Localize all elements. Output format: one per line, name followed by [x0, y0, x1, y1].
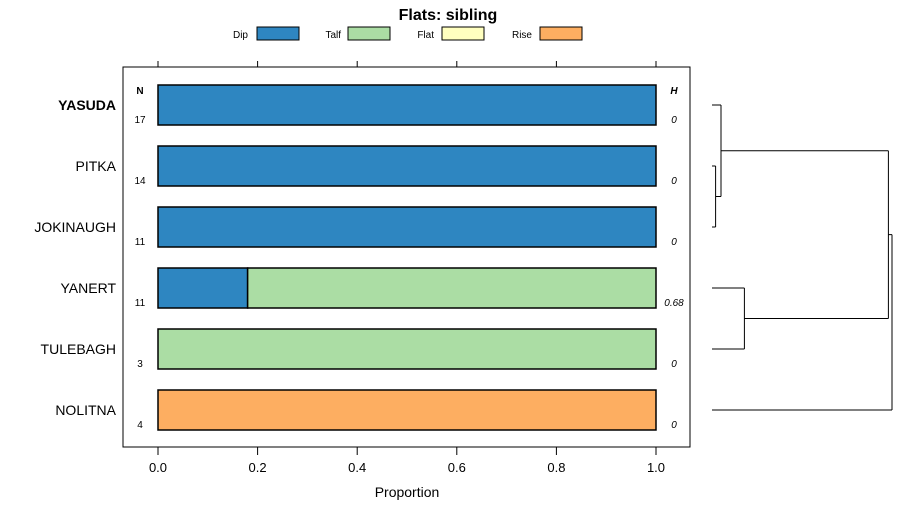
legend-swatch-dip: [256, 26, 300, 41]
h-label-yasuda: 0: [671, 115, 677, 126]
header-h: H: [670, 86, 678, 97]
category-label-nolitna: NOLITNA: [55, 402, 116, 418]
legend-label-dip: Dip: [233, 30, 248, 41]
plot-panel: [122, 66, 691, 448]
x-axis: 0.0 0.2 0.4 0.6 0.8 1.0: [149, 447, 665, 475]
top-axis-ticks: [157, 61, 657, 67]
legend-swatch-talf: [347, 26, 391, 41]
category-label-yanert: YANERT: [61, 280, 117, 296]
h-labels: 0 0 0 0.68 0 0: [664, 115, 684, 431]
legend-swatch-flat: [441, 26, 485, 41]
bar-yanert-dip: [157, 267, 249, 309]
dendrogram: [712, 104, 893, 411]
chart-title: Flats: sibling: [399, 7, 498, 24]
bars: [157, 84, 657, 431]
bar-yanert-talf: [246, 267, 657, 309]
bar-yasuda-dip: [157, 84, 657, 126]
h-label-yanert: 0.68: [664, 298, 684, 309]
n-label-tulebagh: 3: [137, 359, 143, 370]
n-label-yasuda: 17: [134, 115, 146, 126]
x-tick-label-1: 0.2: [249, 460, 267, 475]
h-label-pitka: 0: [671, 176, 677, 187]
category-label-tulebagh: TULEBAGH: [41, 341, 116, 357]
legend: Dip Talf Flat Rise: [233, 26, 583, 41]
h-label-jokinaugh: 0: [671, 237, 677, 248]
n-label-nolitna: 4: [137, 420, 143, 431]
category-label-jokinaugh: JOKINAUGH: [34, 219, 116, 235]
x-tick-label-3: 0.6: [448, 460, 466, 475]
n-label-pitka: 14: [134, 176, 146, 187]
bar-pitka-dip: [157, 145, 657, 187]
bar-tulebagh-talf: [157, 328, 657, 370]
legend-label-flat: Flat: [417, 30, 434, 41]
x-tick-label-0: 0.0: [149, 460, 167, 475]
header-n: N: [136, 86, 143, 97]
category-label-pitka: PITKA: [76, 158, 117, 174]
x-tick-label-4: 0.8: [547, 460, 565, 475]
h-label-tulebagh: 0: [671, 359, 677, 370]
x-tick-label-2: 0.4: [348, 460, 366, 475]
category-labels: YASUDA PITKA JOKINAUGH YANERT TULEBAGH NOLITN…: [34, 97, 116, 418]
bar-nolitna-rise: [157, 389, 657, 431]
legend-label-talf: Talf: [325, 30, 341, 41]
legend-swatch-rise: [539, 26, 583, 41]
n-label-jokinaugh: 11: [135, 237, 146, 248]
x-axis-title: Proportion: [375, 484, 440, 500]
n-label-yanert: 11: [135, 298, 146, 309]
h-label-nolitna: 0: [671, 420, 677, 431]
category-label-yasuda: YASUDA: [58, 97, 116, 113]
n-labels: 17 14 11 11 3 4: [134, 115, 146, 431]
x-tick-label-5: 1.0: [647, 460, 665, 475]
legend-label-rise: Rise: [512, 30, 532, 41]
bar-jokinaugh-dip: [157, 206, 657, 248]
